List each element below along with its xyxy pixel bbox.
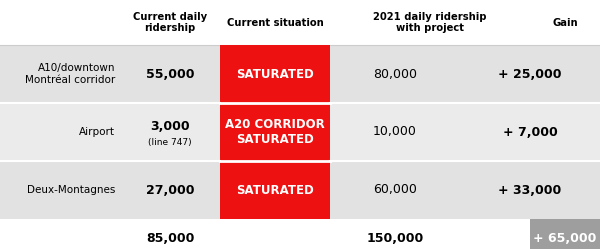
Text: A10/downtown
Montréal corridor: A10/downtown Montréal corridor bbox=[25, 63, 115, 85]
Bar bbox=[0, 219, 530, 249]
Text: 27,000: 27,000 bbox=[146, 184, 194, 196]
Text: A20 CORRIDOR
SATURATED: A20 CORRIDOR SATURATED bbox=[225, 118, 325, 146]
Bar bbox=[330, 45, 600, 103]
Text: + 33,000: + 33,000 bbox=[499, 184, 562, 196]
Text: 80,000: 80,000 bbox=[373, 67, 417, 80]
Text: 85,000: 85,000 bbox=[146, 232, 194, 245]
Text: 2021 daily ridership
with project: 2021 daily ridership with project bbox=[373, 12, 487, 33]
Text: SATURATED: SATURATED bbox=[236, 184, 314, 196]
Text: 10,000: 10,000 bbox=[373, 125, 417, 138]
Bar bbox=[0, 45, 220, 103]
Bar bbox=[220, 45, 330, 103]
Text: SATURATED: SATURATED bbox=[236, 67, 314, 80]
Text: Gain: Gain bbox=[552, 17, 578, 27]
Text: (line 747): (line 747) bbox=[148, 137, 192, 146]
Text: Airport: Airport bbox=[79, 127, 115, 137]
Text: 3,000: 3,000 bbox=[150, 121, 190, 133]
Text: + 65,000: + 65,000 bbox=[533, 232, 596, 245]
Text: Current daily
ridership: Current daily ridership bbox=[133, 12, 207, 33]
Text: + 7,000: + 7,000 bbox=[503, 125, 557, 138]
Bar bbox=[0, 103, 220, 161]
Text: + 25,000: + 25,000 bbox=[498, 67, 562, 80]
Bar bbox=[530, 219, 600, 249]
Bar bbox=[220, 161, 330, 219]
Bar bbox=[0, 0, 600, 45]
Bar bbox=[220, 103, 330, 161]
Bar bbox=[330, 161, 600, 219]
Bar bbox=[0, 161, 220, 219]
Text: 55,000: 55,000 bbox=[146, 67, 194, 80]
Bar bbox=[330, 103, 600, 161]
Text: 60,000: 60,000 bbox=[373, 184, 417, 196]
Text: Current situation: Current situation bbox=[227, 17, 323, 27]
Text: 150,000: 150,000 bbox=[367, 232, 424, 245]
Text: Deux-Montagnes: Deux-Montagnes bbox=[26, 185, 115, 195]
